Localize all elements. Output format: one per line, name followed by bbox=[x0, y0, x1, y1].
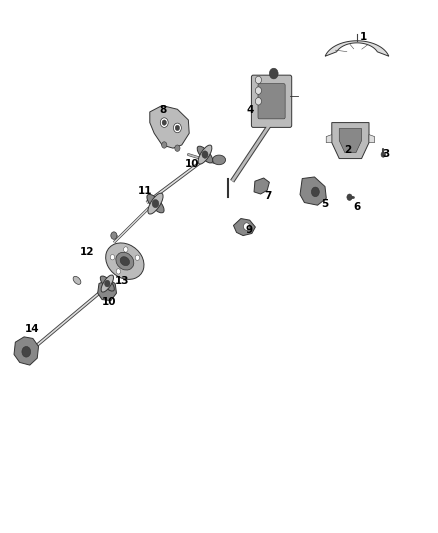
Polygon shape bbox=[14, 337, 39, 365]
Ellipse shape bbox=[106, 243, 144, 279]
Text: 6: 6 bbox=[353, 202, 360, 212]
Ellipse shape bbox=[212, 155, 226, 165]
Circle shape bbox=[255, 76, 261, 84]
Circle shape bbox=[160, 118, 168, 127]
Text: 8: 8 bbox=[159, 106, 166, 115]
Circle shape bbox=[124, 247, 128, 252]
Ellipse shape bbox=[116, 252, 134, 270]
Polygon shape bbox=[233, 219, 255, 236]
Circle shape bbox=[105, 280, 110, 287]
Text: 4: 4 bbox=[247, 106, 254, 115]
Polygon shape bbox=[326, 135, 332, 142]
Circle shape bbox=[175, 145, 180, 151]
Polygon shape bbox=[325, 41, 389, 56]
Polygon shape bbox=[300, 177, 326, 205]
Text: 10: 10 bbox=[184, 159, 199, 169]
Ellipse shape bbox=[148, 193, 163, 214]
Polygon shape bbox=[332, 123, 369, 159]
Circle shape bbox=[347, 194, 352, 200]
Circle shape bbox=[202, 151, 208, 158]
Circle shape bbox=[135, 255, 140, 260]
Text: 14: 14 bbox=[25, 324, 40, 334]
Circle shape bbox=[311, 187, 319, 197]
Circle shape bbox=[116, 269, 120, 274]
Circle shape bbox=[110, 255, 115, 260]
Text: 1: 1 bbox=[360, 33, 367, 42]
FancyBboxPatch shape bbox=[258, 84, 285, 119]
Polygon shape bbox=[150, 106, 189, 148]
Ellipse shape bbox=[73, 276, 81, 285]
Circle shape bbox=[244, 223, 250, 230]
Circle shape bbox=[255, 98, 261, 105]
Text: 3: 3 bbox=[383, 149, 390, 158]
Ellipse shape bbox=[120, 257, 130, 265]
Text: 12: 12 bbox=[79, 247, 94, 256]
Circle shape bbox=[175, 125, 180, 131]
Text: 2: 2 bbox=[344, 146, 351, 155]
Circle shape bbox=[152, 199, 159, 208]
Polygon shape bbox=[254, 178, 269, 194]
Text: 11: 11 bbox=[138, 186, 153, 196]
Circle shape bbox=[22, 346, 31, 357]
Circle shape bbox=[173, 123, 181, 133]
Ellipse shape bbox=[147, 195, 164, 213]
Text: 13: 13 bbox=[114, 277, 129, 286]
Text: 9: 9 bbox=[245, 225, 252, 235]
Circle shape bbox=[162, 142, 167, 148]
Polygon shape bbox=[98, 279, 117, 301]
Polygon shape bbox=[369, 135, 374, 142]
Text: 5: 5 bbox=[321, 199, 328, 209]
Circle shape bbox=[111, 232, 117, 239]
Circle shape bbox=[381, 152, 385, 157]
Polygon shape bbox=[339, 128, 362, 152]
Text: 7: 7 bbox=[265, 191, 272, 200]
FancyBboxPatch shape bbox=[251, 75, 292, 127]
Ellipse shape bbox=[100, 276, 114, 291]
Ellipse shape bbox=[197, 146, 213, 163]
Ellipse shape bbox=[198, 145, 212, 164]
Circle shape bbox=[269, 68, 278, 79]
Text: 10: 10 bbox=[101, 297, 116, 307]
Circle shape bbox=[255, 87, 261, 94]
Circle shape bbox=[162, 120, 166, 125]
Ellipse shape bbox=[101, 275, 113, 292]
